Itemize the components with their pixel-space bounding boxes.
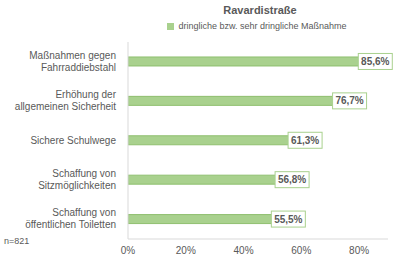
svg-text:Erhöhung derallgemeinen Sicher: Erhöhung derallgemeinen Sicherheit bbox=[15, 89, 117, 112]
svg-text:20%: 20% bbox=[176, 245, 196, 256]
svg-text:80%: 80% bbox=[349, 245, 369, 256]
html-text:Ravardistraße: Ravardistraße bbox=[223, 4, 297, 16]
svg-text:Maßnahmen gegenFahrraddiebstah: Maßnahmen gegenFahrraddiebstahl bbox=[29, 49, 116, 72]
svg-text:Schaffung vonöffentlichen Toil: Schaffung vonöffentlichen Toiletten bbox=[25, 207, 116, 230]
svg-text:56,8%: 56,8% bbox=[278, 174, 306, 185]
html-text:n=821: n=821 bbox=[4, 236, 30, 246]
svg-text:76,7%: 76,7% bbox=[335, 95, 363, 106]
svg-text:0%: 0% bbox=[121, 245, 136, 256]
svg-text:55,5%: 55,5% bbox=[274, 214, 302, 225]
svg-text:61,3%: 61,3% bbox=[291, 135, 319, 146]
svg-text:60%: 60% bbox=[291, 245, 311, 256]
html-text:dringliche bzw. sehr dringlich: dringliche bzw. sehr dringliche Maßnahme bbox=[178, 21, 347, 31]
svg-text:Schaffung vonSitzmöglichkeiten: Schaffung vonSitzmöglichkeiten bbox=[38, 168, 116, 191]
svg-text:85,6%: 85,6% bbox=[361, 56, 389, 67]
svg-text:40%: 40% bbox=[234, 245, 254, 256]
svg-text:Sichere Schulwege: Sichere Schulwege bbox=[30, 134, 116, 145]
